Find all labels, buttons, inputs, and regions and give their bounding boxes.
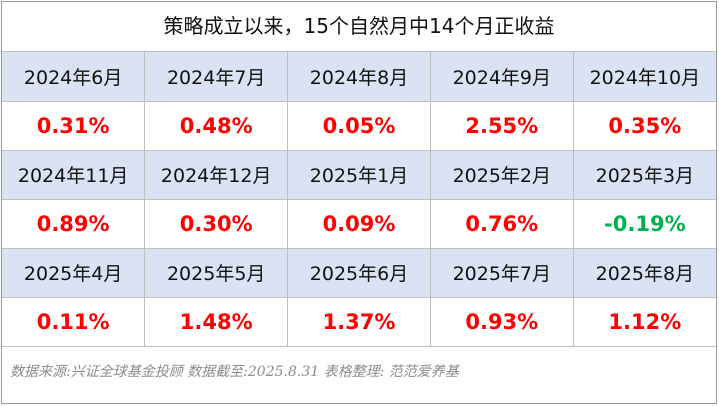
return-cell: 1.48% (144, 296, 289, 347)
return-cell: 1.12% (572, 296, 716, 347)
month-cell: 2025年8月 (572, 247, 716, 298)
return-cell: 0.76% (429, 198, 574, 249)
table-title: 策略成立以来，15个自然月中14个月正收益 (2, 2, 716, 52)
return-cell: -0.19% (572, 198, 716, 249)
month-cell: 2024年6月 (2, 52, 146, 102)
return-cell: 0.05% (287, 100, 431, 151)
month-cell: 2024年12月 (144, 149, 289, 200)
return-cell: 0.11% (2, 296, 146, 347)
month-cell: 2024年11月 (2, 149, 146, 200)
return-cell: 0.89% (2, 198, 146, 249)
return-cell: 2.55% (429, 100, 574, 151)
month-cell: 2025年1月 (287, 149, 431, 200)
return-row: 0.89% 0.30% 0.09% 0.76% -0.19% (2, 198, 716, 249)
month-cell: 2025年4月 (2, 247, 146, 298)
month-cell: 2025年2月 (429, 149, 574, 200)
source-note: 数据来源:兴证全球基金投顾 数据截至:2025.8.31 表格整理: 范范爱养基 (10, 363, 459, 380)
month-cell: 2024年9月 (429, 52, 574, 102)
return-row: 0.31% 0.48% 0.05% 2.55% 0.35% (2, 100, 716, 151)
return-cell: 0.35% (572, 100, 716, 151)
return-cell: 0.09% (287, 198, 431, 249)
month-cell: 2024年8月 (287, 52, 431, 102)
return-row: 0.11% 1.48% 1.37% 0.93% 1.12% (2, 296, 716, 347)
month-cell: 2025年7月 (429, 247, 574, 298)
month-cell: 2024年10月 (572, 52, 716, 102)
month-row: 2024年11月 2024年12月 2025年1月 2025年2月 2025年3月 (2, 149, 716, 200)
return-cell: 0.48% (144, 100, 289, 151)
month-cell: 2025年3月 (572, 149, 716, 200)
month-row: 2024年6月 2024年7月 2024年8月 2024年9月 2024年10月 (2, 52, 716, 102)
return-cell: 1.37% (287, 296, 431, 347)
month-cell: 2024年7月 (144, 52, 289, 102)
return-cell: 0.30% (144, 198, 289, 249)
month-cell: 2025年5月 (144, 247, 289, 298)
month-row: 2025年4月 2025年5月 2025年6月 2025年7月 2025年8月 (2, 247, 716, 298)
returns-table: 2024年6月 2024年7月 2024年8月 2024年9月 2024年10月 0.31… (2, 52, 716, 347)
month-cell: 2025年6月 (287, 247, 431, 298)
return-cell: 0.93% (429, 296, 574, 347)
return-cell: 0.31% (2, 100, 146, 151)
